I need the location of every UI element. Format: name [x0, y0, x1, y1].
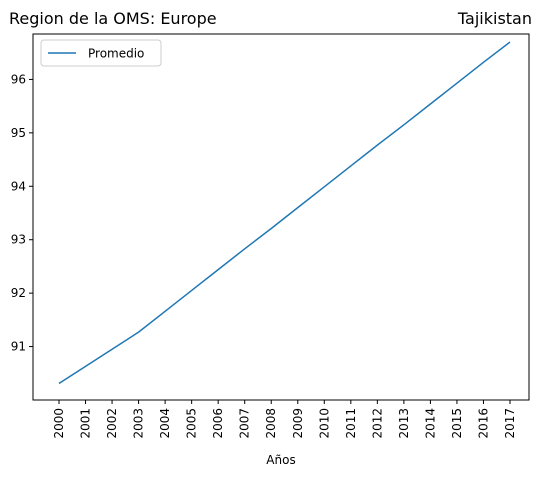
- x-tick-label: 2008: [264, 408, 278, 439]
- legend: Promedio: [40, 39, 162, 67]
- axis-ticks: 91 92 93 94 95 96 2000 2001 2002 2003 2004 2005 2006…: [11, 72, 517, 438]
- legend-box: [40, 39, 162, 67]
- chart-title-left: Region de la OMS: Europe: [9, 9, 217, 28]
- x-tick-label: 2001: [79, 408, 93, 439]
- x-tick-label: 2010: [317, 408, 331, 439]
- y-tick-label: 95: [11, 126, 26, 140]
- x-tick-label: 2000: [52, 408, 66, 439]
- y-tick-label: 92: [11, 286, 26, 300]
- x-tick-label: 2011: [344, 408, 358, 439]
- x-tick-label: 2015: [450, 408, 464, 439]
- x-tick-label: 2017: [503, 408, 517, 439]
- x-tick-label: 2009: [291, 408, 305, 439]
- x-tick-label: 2002: [105, 408, 119, 439]
- x-tick-label: 2005: [185, 408, 199, 439]
- y-tick-label: 96: [11, 72, 26, 86]
- x-axis-label: Años: [266, 453, 295, 467]
- series-line-promedio: [58, 41, 511, 385]
- x-tick-label: 2016: [476, 408, 490, 439]
- x-tick-label: 2006: [211, 408, 225, 439]
- chart-title-right: Tajikistan: [457, 9, 532, 28]
- y-tick-label: 93: [11, 233, 26, 247]
- x-tick-label: 2003: [132, 408, 146, 439]
- x-tick-label: 2004: [158, 408, 172, 439]
- legend-label: Promedio: [88, 47, 144, 61]
- y-tick-label: 94: [11, 179, 26, 193]
- plot-frame: [32, 33, 530, 401]
- y-tick-label: 91: [11, 340, 26, 354]
- x-tick-label: 2014: [423, 408, 437, 439]
- x-tick-label: 2012: [370, 408, 384, 439]
- x-tick-label: 2007: [238, 408, 252, 439]
- x-tick-label: 2013: [397, 408, 411, 439]
- series-layer: [58, 41, 511, 385]
